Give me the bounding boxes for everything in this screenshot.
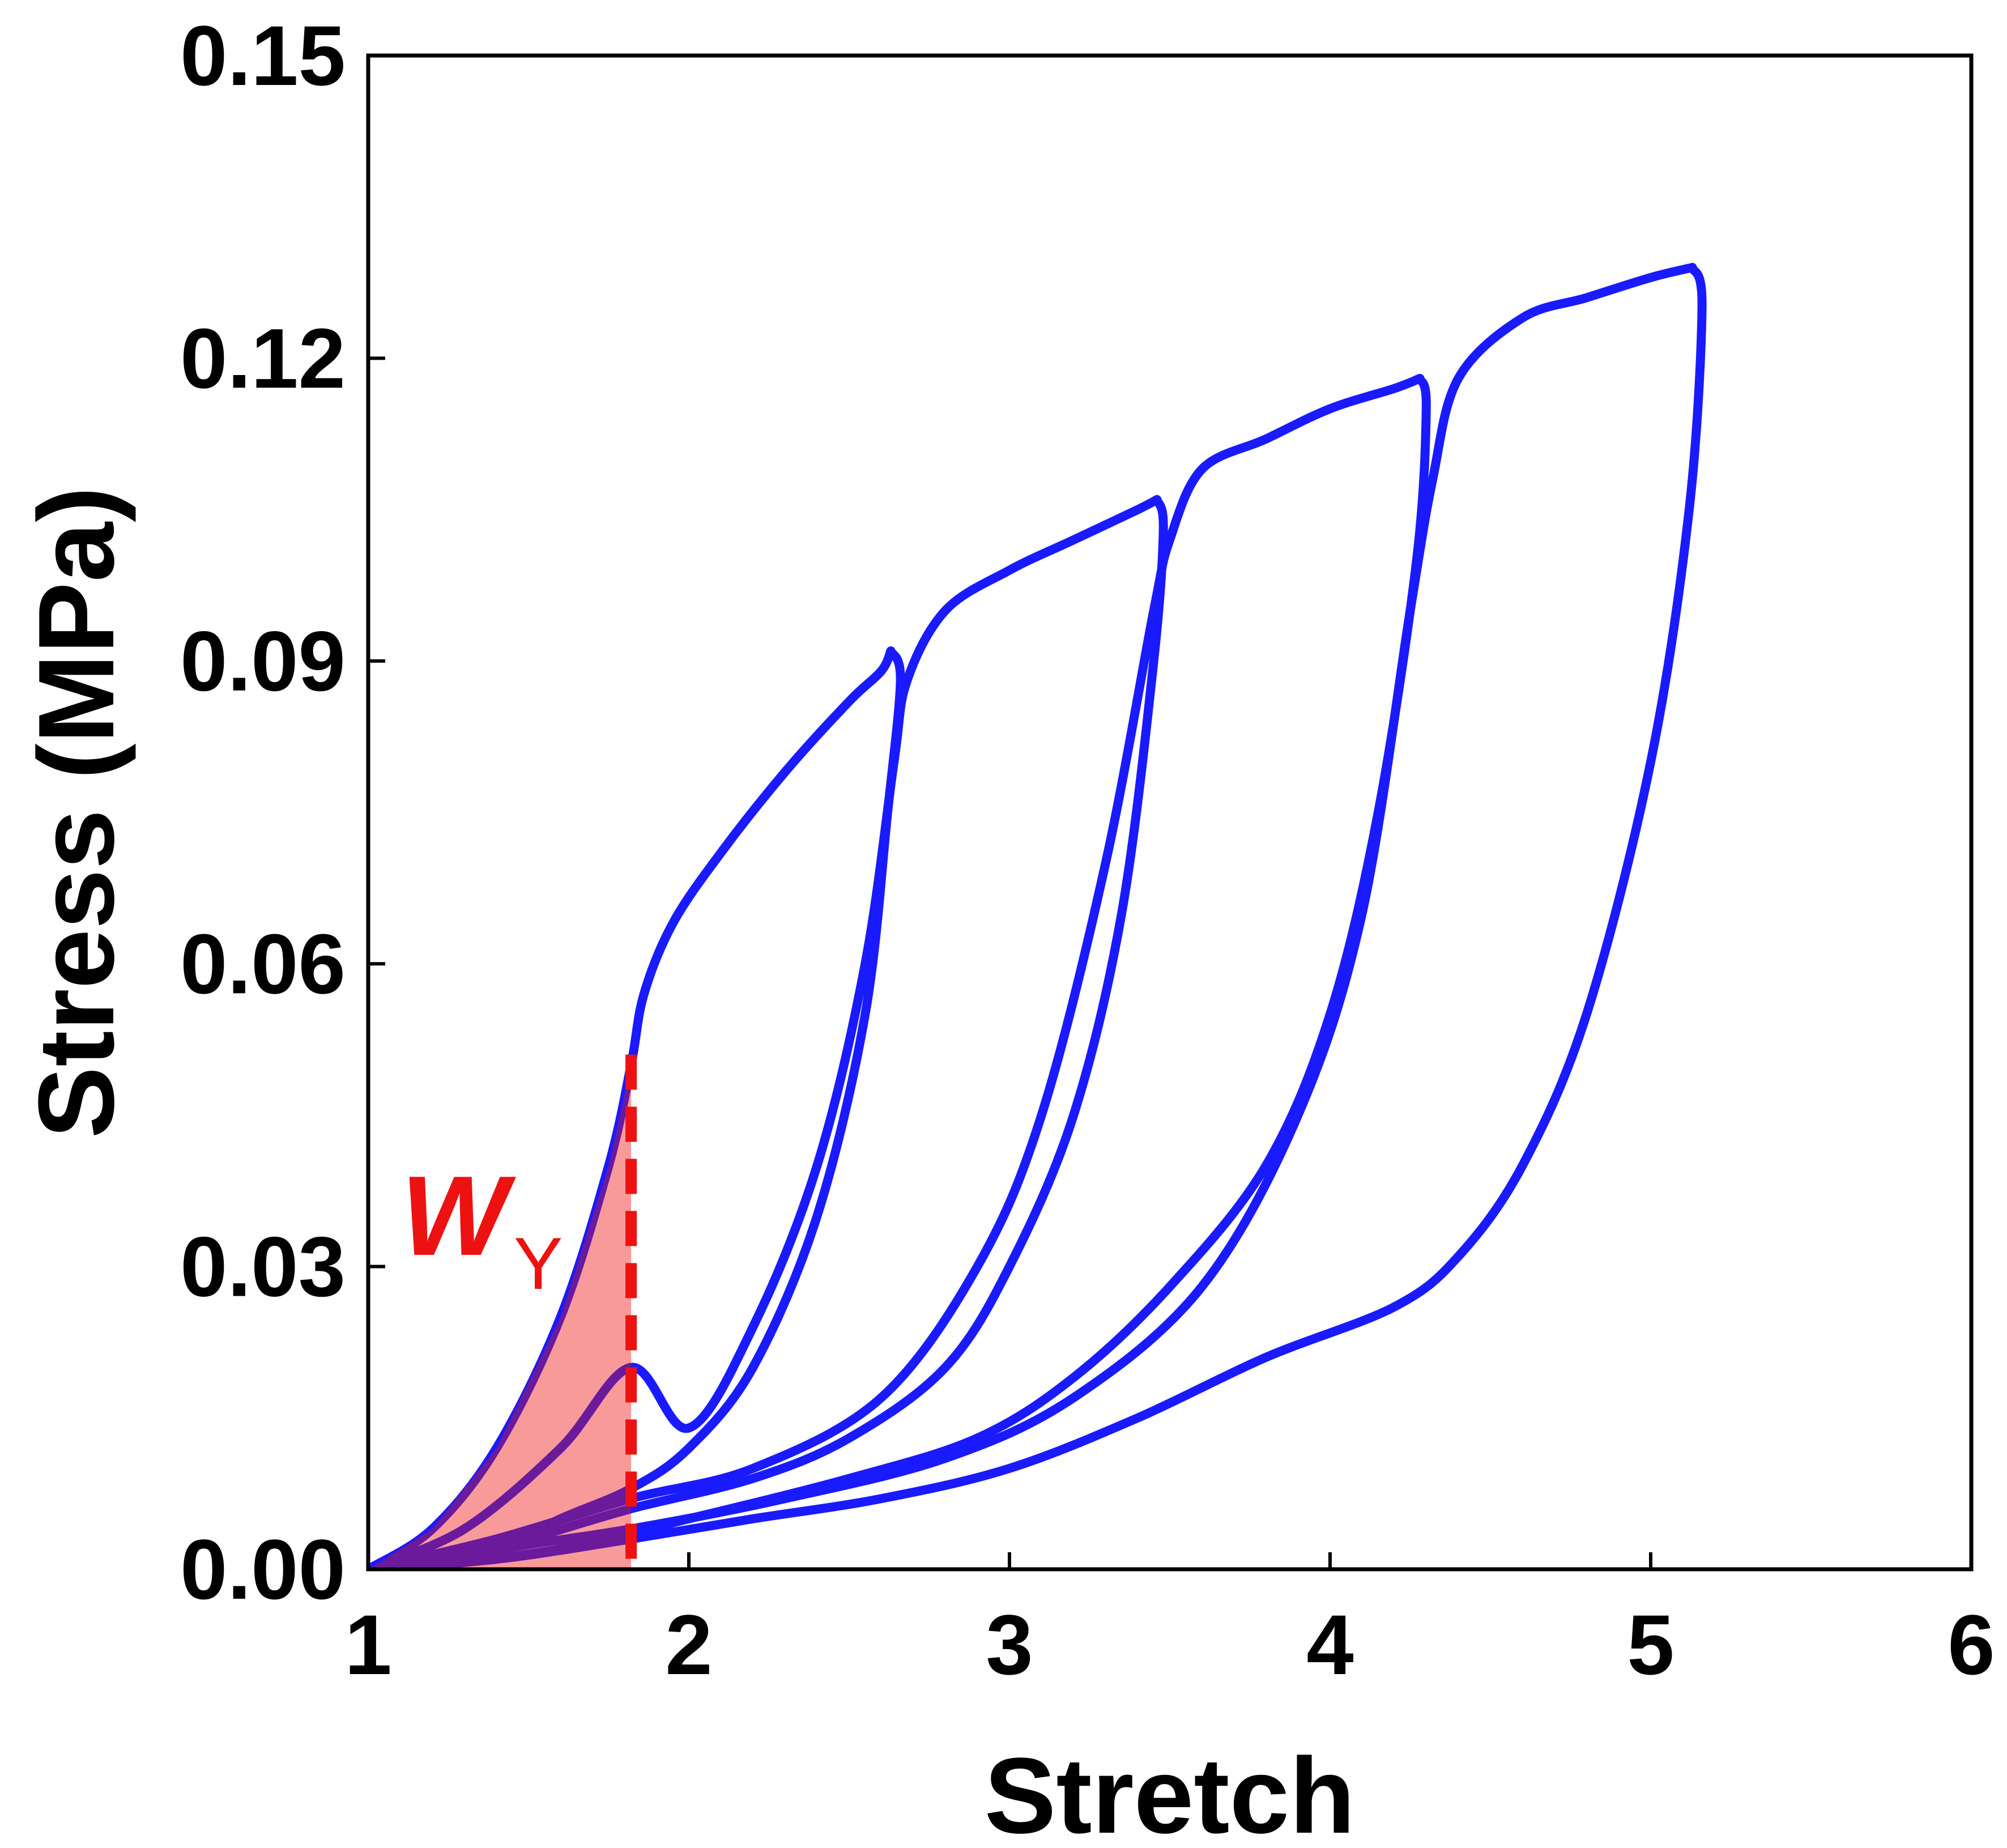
x-tick-label: 5: [1627, 1597, 1674, 1692]
x-tick-label: 6: [1948, 1597, 1995, 1692]
cycle-1-loading-overlap: [368, 1054, 632, 1569]
y-tick-label: 0.06: [180, 916, 346, 1011]
y-tick-label: 0.09: [180, 614, 346, 709]
x-tick-label: 2: [665, 1597, 712, 1692]
x-tick-label: 4: [1306, 1597, 1353, 1692]
x-tick-label: 1: [344, 1597, 391, 1692]
series-group: [368, 263, 1707, 1569]
y-axis: 0.00 0.03 0.06 0.09 0.12 0.15: [180, 8, 385, 1617]
cycle-2-unloading-overlap: [368, 1054, 632, 1569]
y-axis-title: Stress (MPa): [16, 487, 137, 1139]
wy-label: WY: [401, 1153, 563, 1305]
cycle-3-loading-line: [368, 374, 1425, 1569]
annotation-group: WY: [401, 1054, 637, 1567]
y-tick-label: 0.03: [180, 1219, 346, 1314]
plot-frame: [366, 53, 1974, 1572]
x-tick-label: 3: [986, 1597, 1033, 1692]
wy-shaded-area: [368, 1054, 632, 1569]
cycle-2-unloading-line: [368, 495, 1168, 1569]
wy-overlap-group: [368, 1054, 632, 1569]
cycle-2-loading-overlap: [368, 1054, 632, 1569]
wy-shaded-region: [368, 1054, 632, 1569]
x-axis-title: Stretch: [985, 1736, 1356, 1848]
y-tick-label: 0.00: [180, 1522, 346, 1617]
wy-label-main: W: [401, 1153, 517, 1279]
cycle-4-unloading-line: [368, 263, 1707, 1569]
wy-label-subscript: Y: [514, 1222, 563, 1305]
y-tick-label: 0.15: [180, 8, 346, 103]
cycle-4-loading-line: [368, 263, 1697, 1569]
x-axis: 1 2 3 4 5 6: [344, 1552, 1995, 1692]
y-tick-label: 0.12: [180, 310, 346, 406]
